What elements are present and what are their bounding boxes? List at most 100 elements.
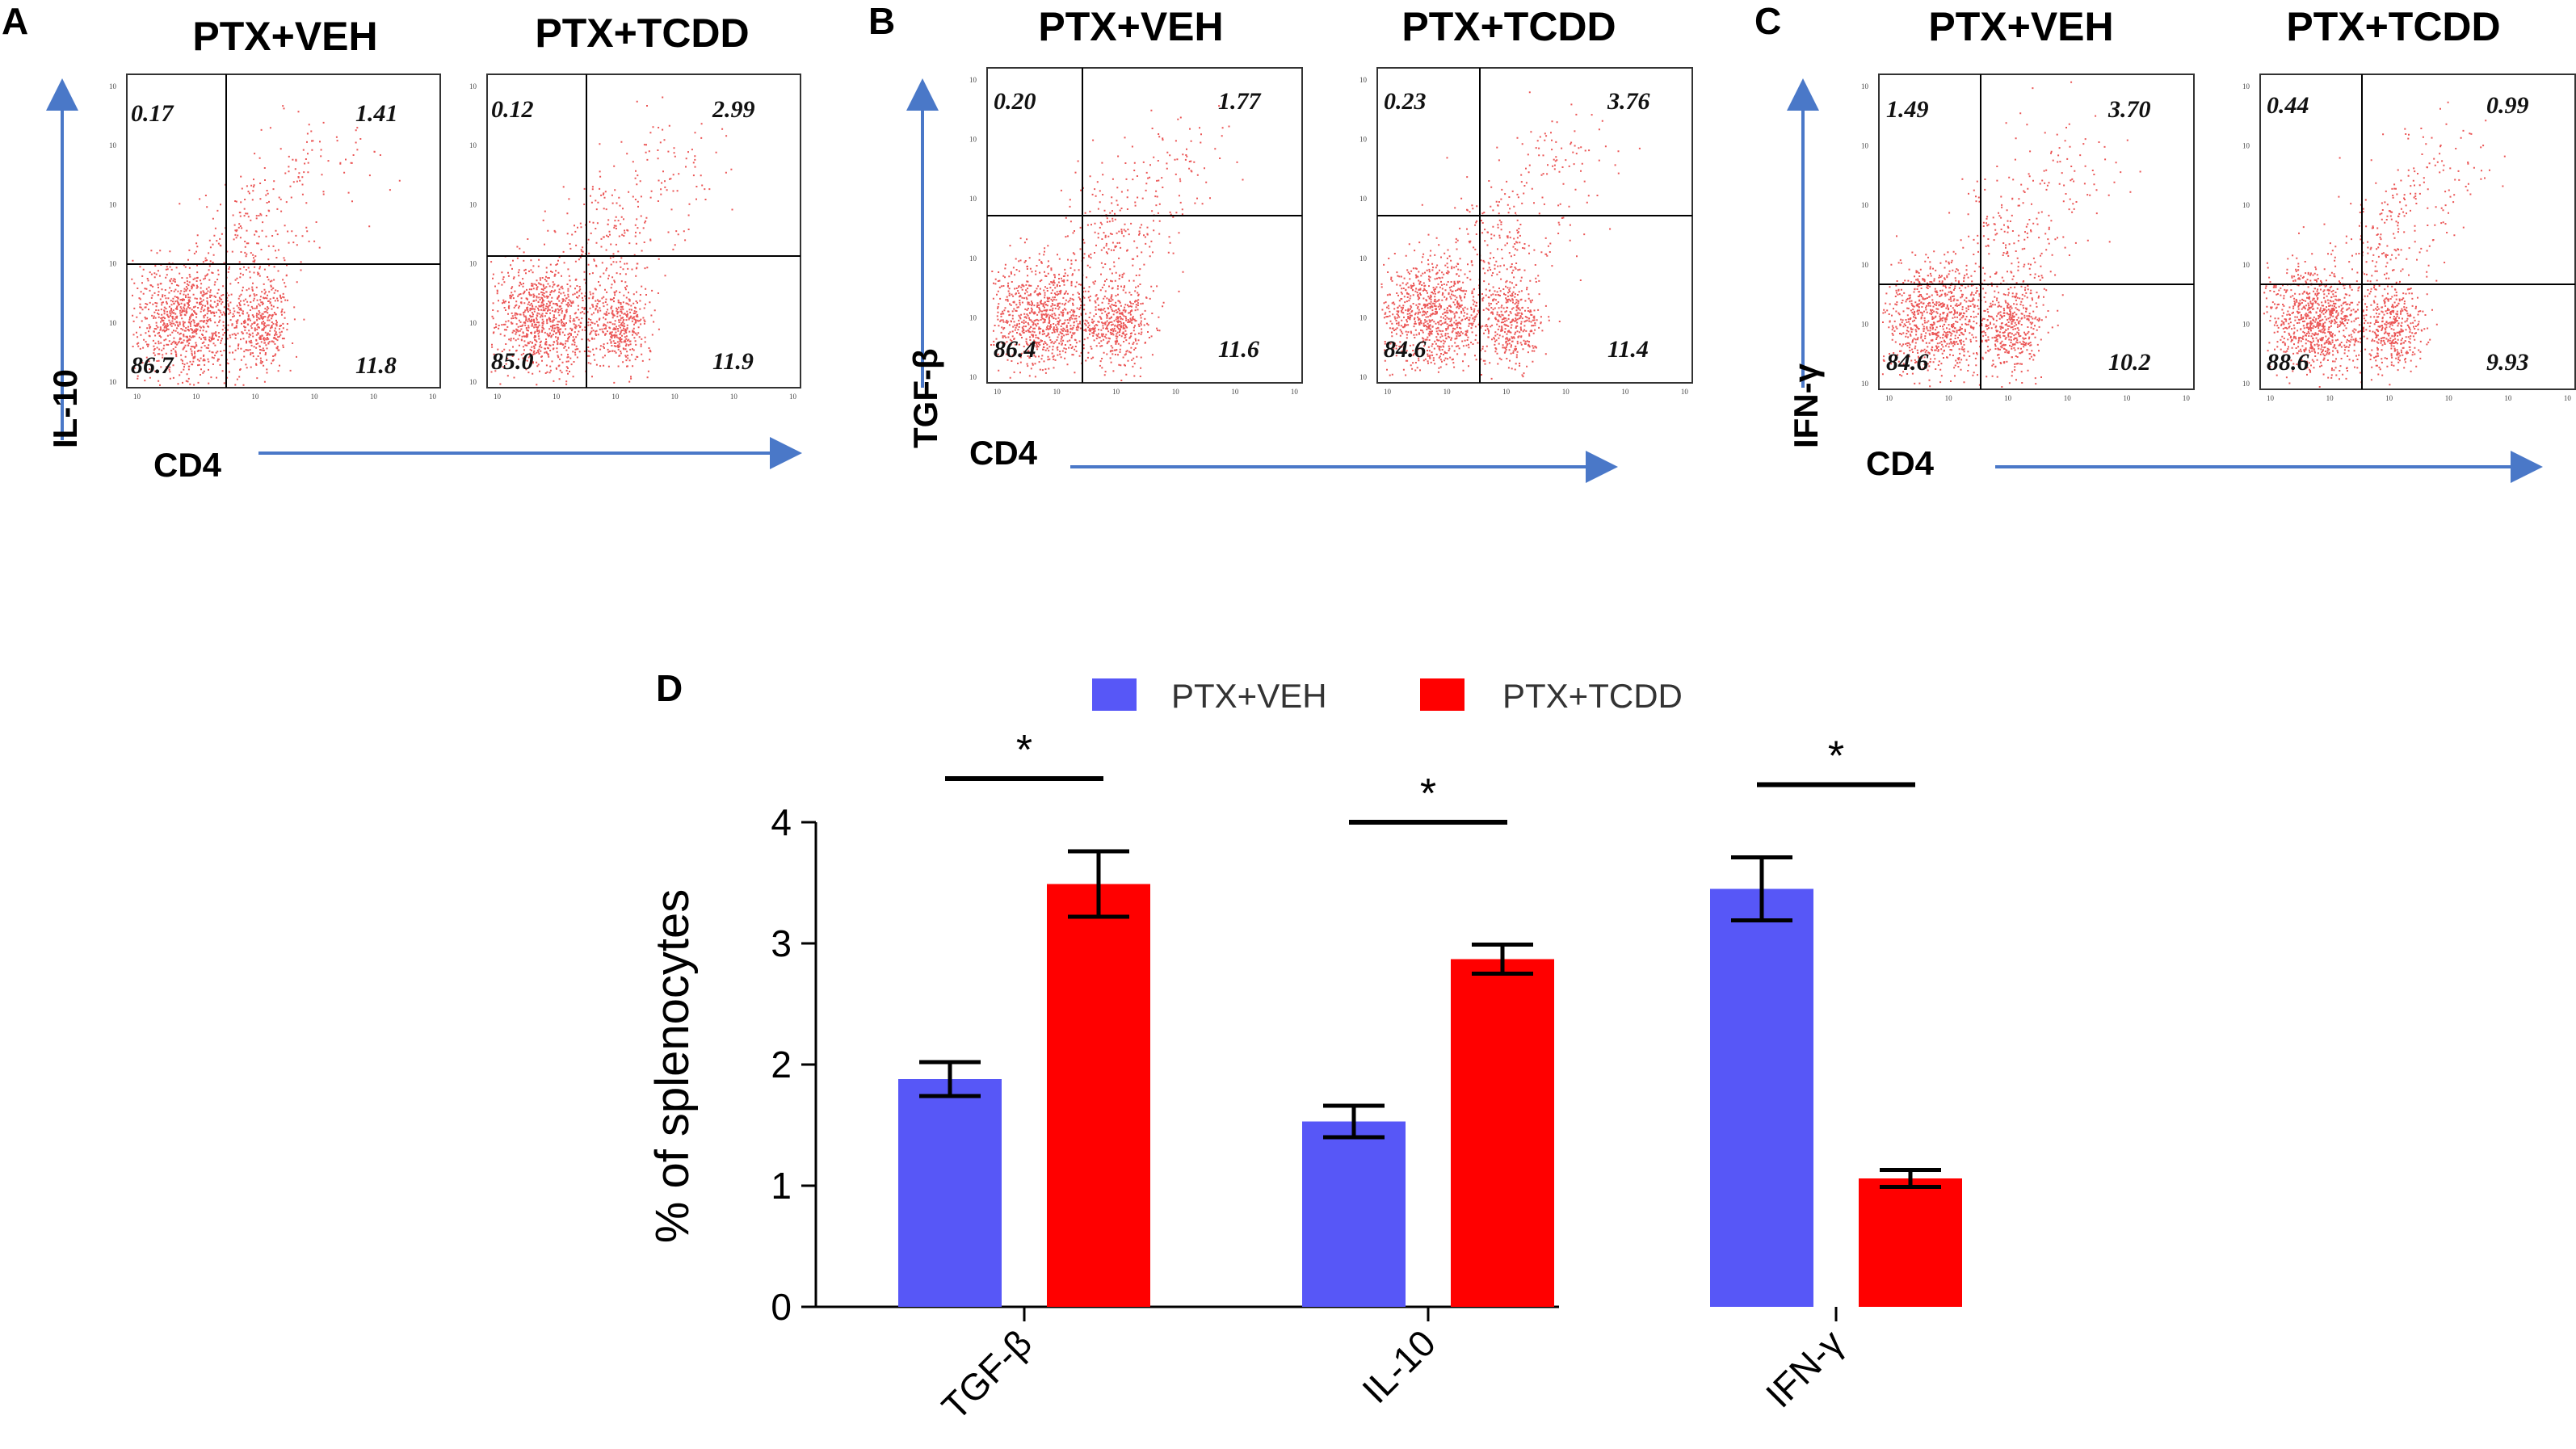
quadrant-lr-value: 9.93 [2486, 349, 2529, 376]
legend-swatch-veh [1092, 678, 1137, 711]
plot-title-b2: PTX+TCDD [1401, 4, 1616, 49]
significance-star: * [1016, 727, 1032, 774]
y-tick-label: 10 [109, 319, 117, 327]
quadrant-lr-value: 11.9 [712, 348, 754, 375]
log-ticks: 10 10 10 10 10 10 10 10 10 10 10 10 [969, 76, 1298, 396]
y-tick-label: 10 [969, 76, 977, 84]
plot-frame [126, 74, 441, 388]
bar-plot-area: 0 1 2 3 4 TGF-β * IL-10 * IFN-γ * [771, 727, 1962, 1428]
y-tick-label: 10 [109, 82, 117, 90]
x-tick-label: 10 [192, 393, 200, 401]
y-tick-label: 10 [969, 195, 977, 203]
x-tick-label: 10 [1172, 388, 1180, 396]
y-axis-label: % of splenocytes [646, 889, 699, 1243]
y-tick-label: 10 [2242, 380, 2250, 388]
quadrant-ul-value: 0.20 [994, 88, 1036, 115]
y-tick-label: 10 [469, 141, 477, 149]
y-tick-label: 0 [771, 1286, 792, 1328]
x-tick-label: 10 [789, 393, 797, 401]
x-tick-label: 10 [671, 393, 679, 401]
quadrant-ul-value: 1.49 [1886, 96, 1929, 123]
plot-title-c1: PTX+VEH [1928, 4, 2113, 49]
quadrant-ll-value: 84.6 [1886, 349, 1929, 376]
x-tick-label: 10 [1443, 388, 1452, 396]
log-ticks: 10 10 10 10 10 10 10 10 10 10 10 10 [469, 82, 797, 401]
y-tick-label: 1 [771, 1165, 792, 1207]
y-tick-label: 10 [469, 378, 477, 386]
legend-swatch-tcdd [1420, 678, 1464, 711]
plot-title-c2: PTX+TCDD [2286, 4, 2500, 49]
log-ticks: 10 10 10 10 10 10 10 10 10 10 10 10 [1861, 82, 2190, 402]
x-tick-label: 10 [1384, 388, 1392, 396]
y-tick-label: 10 [2242, 142, 2250, 150]
y-tick-label: 10 [469, 260, 477, 268]
category-label: IL-10 [1354, 1321, 1443, 1411]
quadrant-ll-value: 84.6 [1384, 336, 1427, 363]
x-tick-label: 10 [1291, 388, 1299, 396]
x-tick-label: 10 [553, 393, 561, 401]
y-tick-label: 10 [1861, 380, 1869, 388]
quadrant-ur-value: 0.99 [2486, 92, 2529, 119]
quadrant-ur-value: 2.99 [712, 96, 755, 123]
x-tick-label: 10 [494, 393, 502, 401]
flow-panel-a: A PTX+VEH PTX+TCDD IL-10 CD4 10101010101… [2, 0, 802, 484]
event-dots [990, 105, 1244, 381]
quadrant-ur-value: 1.41 [355, 100, 398, 127]
y-tick-label: 10 [1359, 195, 1368, 203]
x-tick-label: 10 [1231, 388, 1239, 396]
event-dots [490, 96, 733, 386]
x-tick-label: 10 [2004, 394, 2012, 402]
x-tick-label: 10 [2564, 394, 2572, 402]
x-tick-label: 10 [2064, 394, 2072, 402]
quadrant-ur-value: 3.76 [1607, 88, 1650, 115]
y-tick-label: 2 [771, 1044, 792, 1086]
y-tick-label: 10 [1359, 136, 1368, 144]
quadrant-ll-value: 86.7 [131, 352, 174, 379]
y-tick-label: 10 [969, 313, 977, 321]
x-tick-label: 10 [251, 393, 259, 401]
panel-letter-a: A [2, 0, 28, 42]
x-tick-label: 10 [1502, 388, 1511, 396]
x-tick-label: 10 [1562, 388, 1570, 396]
y-tick-label: 10 [1861, 261, 1869, 269]
x-tick-label: 10 [311, 393, 319, 401]
y-tick-label: 10 [1359, 373, 1368, 381]
quadrant-lr-value: 10.2 [2108, 349, 2151, 376]
log-ticks: 10 10 10 10 10 10 10 10 10 10 10 10 [1359, 76, 1688, 396]
y-tick-label: 10 [109, 378, 117, 386]
y-tick-label: 10 [969, 254, 977, 262]
quadrant-ur-value: 1.77 [1218, 88, 1262, 115]
y-tick-label: 10 [2242, 261, 2250, 269]
legend-label-tcdd: PTX+TCDD [1502, 677, 1683, 715]
y-tick-label: 10 [469, 319, 477, 327]
y-tick-label: 10 [969, 136, 977, 144]
category-label: IFN-γ [1758, 1321, 1851, 1415]
significance-star: * [1828, 733, 1844, 780]
plot-title-a1: PTX+VEH [192, 14, 377, 59]
quadrant-ll-value: 85.0 [491, 348, 534, 375]
category-label: TGF-β [934, 1321, 1040, 1427]
y-marker-label-a: IL-10 [46, 369, 84, 448]
quadrant-ul-value: 0.23 [1384, 88, 1427, 115]
y-tick-label: 10 [1359, 254, 1368, 262]
bar-veh [1710, 888, 1813, 1307]
x-tick-label: 10 [2445, 394, 2453, 402]
x-tick-label: 10 [1945, 394, 1953, 402]
log-ticks: 10 10 10 10 10 10 10 10 10 10 10 10 [2242, 82, 2571, 402]
x-tick-label: 10 [370, 393, 378, 401]
scatter-points [490, 96, 733, 386]
legend-label-veh: PTX+VEH [1171, 677, 1327, 715]
y-tick-label: 10 [469, 200, 477, 208]
y-tick-label: 10 [469, 82, 477, 90]
x-tick-label: 10 [2326, 394, 2334, 402]
bar-tcdd [1451, 959, 1554, 1307]
x-tick-label: 10 [994, 388, 1002, 396]
x-tick-label: 10 [2183, 394, 2191, 402]
quadrant-ll-value: 86.4 [994, 336, 1036, 363]
